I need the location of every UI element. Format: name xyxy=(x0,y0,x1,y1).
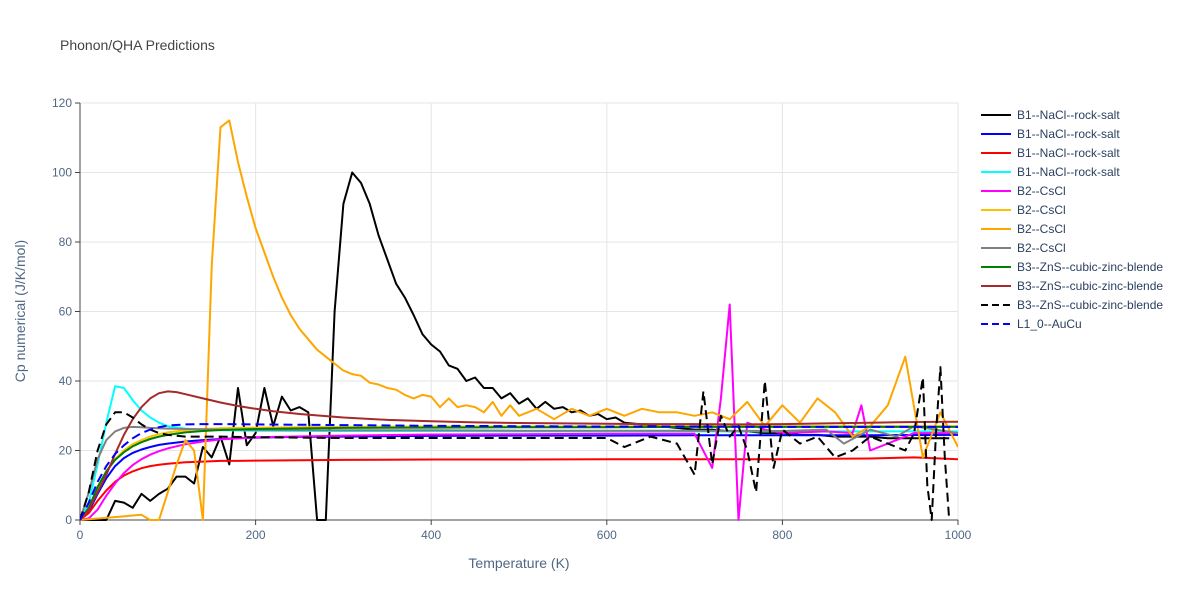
y-tick-label: 40 xyxy=(59,374,73,388)
legend-item-7[interactable]: B2--CsCl xyxy=(981,241,1066,255)
y-axis-title: Cp numerical (J/K/mol) xyxy=(12,240,28,382)
legend-label: B3--ZnS--cubic-zinc-blende xyxy=(1017,260,1163,274)
legend-label: B1--NaCl--rock-salt xyxy=(1017,165,1120,179)
legend-label: B1--NaCl--rock-salt xyxy=(1017,127,1120,141)
series-group xyxy=(80,119,958,521)
y-tick-label: 80 xyxy=(59,235,73,249)
legend-item-11[interactable]: L1_0--AuCu xyxy=(981,317,1082,331)
legend-label: B2--CsCl xyxy=(1017,241,1066,255)
legend-label: B3--ZnS--cubic-zinc-blende xyxy=(1017,279,1163,293)
legend-item-2[interactable]: B1--NaCl--rock-salt xyxy=(981,146,1120,160)
y-tick-label: 100 xyxy=(52,166,72,180)
grid xyxy=(80,102,959,520)
legend-label: B1--NaCl--rock-salt xyxy=(1017,108,1120,122)
legend-item-10[interactable]: B3--ZnS--cubic-zinc-blende xyxy=(981,298,1163,312)
series-line-11[interactable] xyxy=(80,423,958,521)
x-tick-label: 800 xyxy=(772,528,792,542)
legend-item-8[interactable]: B3--ZnS--cubic-zinc-blende xyxy=(981,260,1163,274)
legend-item-4[interactable]: B2--CsCl xyxy=(981,184,1066,198)
y-tick-label: 0 xyxy=(65,513,72,527)
x-tick-label: 200 xyxy=(246,528,266,542)
chart-title: Phonon/QHA Predictions xyxy=(60,37,215,53)
series-line-4[interactable] xyxy=(80,303,958,521)
legend-label: B2--CsCl xyxy=(1017,203,1066,217)
legend-item-6[interactable]: B2--CsCl xyxy=(981,222,1066,236)
legend-label: B3--ZnS--cubic-zinc-blende xyxy=(1017,298,1163,312)
legend-item-9[interactable]: B3--ZnS--cubic-zinc-blende xyxy=(981,279,1163,293)
series-line-1[interactable] xyxy=(80,433,958,521)
series-line-0[interactable] xyxy=(80,171,950,521)
legend-label: B1--NaCl--rock-salt xyxy=(1017,146,1120,160)
y-tick-label: 120 xyxy=(52,96,72,110)
x-tick-label: 0 xyxy=(77,528,84,542)
y-tick-label: 20 xyxy=(59,444,73,458)
x-axis-title: Temperature (K) xyxy=(468,555,569,571)
x-tick-label: 1000 xyxy=(945,528,972,542)
y-tick-label: 60 xyxy=(59,305,73,319)
series-line-2[interactable] xyxy=(80,456,958,521)
series-line-9[interactable] xyxy=(80,390,958,521)
series-line-10[interactable] xyxy=(80,366,951,521)
x-tick-label: 400 xyxy=(421,528,441,542)
legend-item-3[interactable]: B1--NaCl--rock-salt xyxy=(981,165,1120,179)
series-line-6[interactable] xyxy=(80,119,958,521)
legend[interactable]: B1--NaCl--rock-salt B1--NaCl--rock-salt B1… xyxy=(981,108,1163,331)
legend-label: L1_0--AuCu xyxy=(1017,317,1082,331)
legend-label: B2--CsCl xyxy=(1017,222,1066,236)
legend-item-0[interactable]: B1--NaCl--rock-salt xyxy=(981,108,1120,122)
axes: 0 200 400 600 800 1000 0 20 40 60 80 100 120 xyxy=(52,96,972,542)
legend-item-1[interactable]: B1--NaCl--rock-salt xyxy=(981,127,1120,141)
legend-label: B2--CsCl xyxy=(1017,184,1066,198)
x-tick-label: 600 xyxy=(597,528,617,542)
legend-item-5[interactable]: B2--CsCl xyxy=(981,203,1066,217)
